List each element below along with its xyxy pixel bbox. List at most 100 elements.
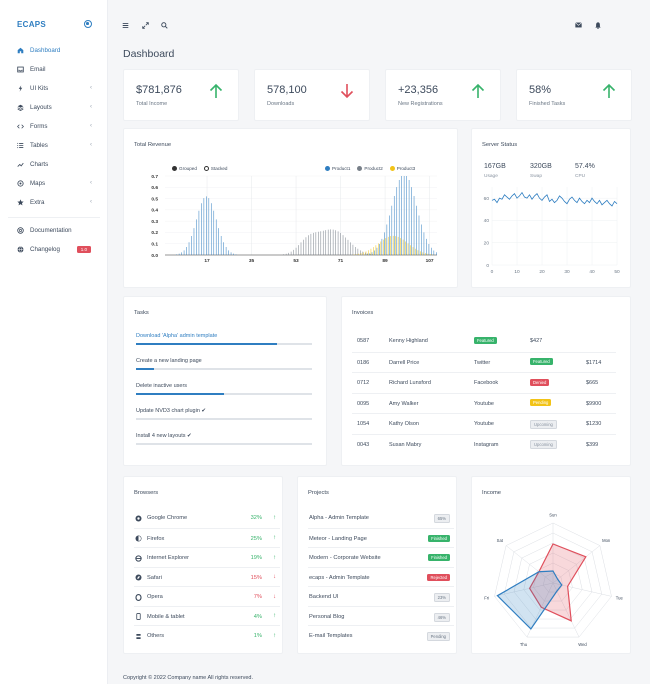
radar-grid-ring bbox=[503, 532, 603, 629]
table-row[interactable]: 0043 Susan Mabry Instagram Upcoming $399 bbox=[352, 433, 616, 454]
inbox-icon bbox=[17, 66, 24, 73]
sidebar-item-dashboard[interactable]: Dashboard bbox=[0, 41, 108, 60]
legend-label: Product3 bbox=[396, 166, 416, 171]
bolt-icon bbox=[17, 85, 24, 92]
invoice-amount: $665 bbox=[586, 380, 599, 386]
server-status-card: Server Status 167GB Usage 320GB Swap 57.4% CP… bbox=[471, 128, 631, 288]
sidebar-item-forms[interactable]: Forms ‹ bbox=[0, 117, 108, 136]
table-row[interactable]: 0587 Kenny Highland Featured $427 bbox=[352, 331, 616, 351]
sidebar-item-tables[interactable]: Tables ‹ bbox=[0, 136, 108, 155]
table-row[interactable]: 0712 Richard Lunsford Facebook Denied $665 bbox=[352, 372, 616, 392]
table-row[interactable]: 0095 Amy Walker Youtube Pending $9900 bbox=[352, 392, 616, 413]
task-item[interactable]: Create a new landing page bbox=[136, 358, 312, 370]
y-tick-label: 0.2 bbox=[151, 230, 158, 236]
stat-label: Finished Tasks bbox=[529, 101, 566, 107]
list-item[interactable]: Mobile & tablet 4% ↑ bbox=[134, 605, 280, 626]
stacked-toggle[interactable]: Stacked bbox=[203, 166, 228, 171]
task-label-row: Download 'Alpha' admin template bbox=[136, 333, 312, 341]
invoice-customer: Kenny Highland bbox=[389, 338, 428, 344]
total-revenue-card: Total Revenue Grouped Stacked Product1 Pr… bbox=[123, 128, 458, 288]
task-item[interactable]: Download 'Alpha' admin template bbox=[136, 333, 312, 345]
status-badge: Featured bbox=[474, 336, 497, 344]
expand-icon[interactable] bbox=[141, 21, 149, 29]
browser-name: Opera bbox=[147, 594, 163, 600]
task-progress-bar bbox=[136, 368, 312, 370]
list-icon bbox=[17, 142, 24, 149]
sidebar-toggle-icon[interactable] bbox=[84, 20, 92, 28]
radar-axis-label: Wed bbox=[578, 642, 587, 647]
sidebar-item-label: Changelog bbox=[30, 246, 60, 253]
radar-series-red bbox=[528, 543, 587, 622]
card-title: Invoices bbox=[352, 310, 374, 316]
sidebar-item-maps[interactable]: Maps ‹ bbox=[0, 174, 108, 193]
task-label: Download 'Alpha' admin template bbox=[136, 333, 218, 339]
legend-item[interactable]: Product3 bbox=[389, 166, 416, 171]
browser-name: Others bbox=[147, 633, 165, 639]
invoice-amount: $9900 bbox=[586, 400, 602, 407]
list-item[interactable]: Google Chrome 32% ↑ bbox=[134, 508, 280, 528]
browsers-card: Browsers Google Chrome 32% ↑ Firefox 25% ↑ Int… bbox=[123, 476, 283, 654]
radar-axis bbox=[505, 545, 554, 584]
task-label-row: Install 4 new layouts ✔ bbox=[136, 433, 312, 441]
stat-value: 578,100 bbox=[267, 84, 307, 96]
list-item[interactable]: Firefox 25% ↑ bbox=[134, 527, 280, 548]
list-item[interactable]: Alpha - Admin Template 65% bbox=[308, 508, 454, 528]
radar-axis bbox=[552, 582, 580, 638]
income-card: Income Sun Mon Tue Wed Thu Fri Sat bbox=[471, 476, 631, 654]
legend-dot bbox=[325, 166, 330, 171]
browser-percent: 7% bbox=[253, 594, 262, 600]
list-item[interactable]: Modern - Corporate Website Finished bbox=[308, 547, 454, 567]
task-item[interactable]: Delete inactive users bbox=[136, 383, 312, 395]
sidebar-item-extra[interactable]: Extra ‹ bbox=[0, 193, 108, 212]
server-stat-label: Usage bbox=[484, 174, 498, 179]
sidebar-item-layouts[interactable]: Layouts ‹ bbox=[0, 98, 108, 117]
income-radar-chart: Sun Mon Tue Wed Thu Fri Sat bbox=[484, 513, 623, 647]
home-icon bbox=[17, 47, 24, 54]
stat-value: 58% bbox=[529, 84, 552, 96]
list-item[interactable]: Opera 7% ↓ bbox=[134, 586, 280, 606]
list-item[interactable]: E-mail Templates Pending bbox=[308, 625, 454, 645]
sidebar-item-ui-kits[interactable]: UI Kits ‹ bbox=[0, 79, 108, 98]
sidebar-item-changelog[interactable]: Changelog 1.0 bbox=[0, 240, 108, 259]
table-row[interactable]: 0186 Darrell Price Twitter Featured $1714 bbox=[352, 351, 616, 372]
table-row[interactable]: 1054 Kathy Olson Youtube Upcoming $1230 bbox=[352, 413, 616, 433]
project-name: Modern - Corporate Website bbox=[309, 555, 381, 561]
invoice-id: 0186 bbox=[357, 359, 370, 366]
sidebar-item-label: UI Kits bbox=[30, 85, 49, 92]
status-badge: Upcoming bbox=[530, 419, 557, 429]
legend-item[interactable]: Product1 bbox=[325, 166, 350, 171]
chrome-icon bbox=[135, 514, 142, 522]
ie-icon bbox=[135, 554, 142, 562]
grouped-toggle[interactable]: Grouped bbox=[172, 166, 197, 171]
task-label: Update NVD3 chart plugin bbox=[136, 408, 200, 414]
radar-axis bbox=[494, 582, 554, 597]
globe-icon bbox=[17, 246, 24, 253]
sidebar-item-documentation[interactable]: Documentation bbox=[0, 221, 108, 240]
task-label: Delete inactive users bbox=[136, 383, 188, 389]
list-item[interactable]: Personal Blog 46% bbox=[308, 605, 454, 626]
stat-value: +23,356 bbox=[398, 84, 439, 96]
envelope-icon[interactable] bbox=[574, 21, 582, 29]
chart-line-icon bbox=[17, 161, 24, 168]
search-icon[interactable] bbox=[160, 21, 168, 29]
list-item[interactable]: Backend UI 23% bbox=[308, 586, 454, 606]
bell-icon[interactable] bbox=[594, 21, 602, 29]
sidebar-item-label: Email bbox=[30, 66, 46, 73]
list-item[interactable]: Meteor - Landing Page Finished bbox=[308, 527, 454, 548]
list-item[interactable]: Internet Explorer 19% ↑ bbox=[134, 547, 280, 567]
sidebar-item-email[interactable]: Email bbox=[0, 60, 108, 79]
task-item[interactable]: Install 4 new layouts ✔ bbox=[136, 433, 312, 445]
arrow-up-icon: ↑ bbox=[273, 554, 276, 561]
list-item[interactable]: Safari 15% ↓ bbox=[134, 566, 280, 587]
legend-item[interactable]: Product2 bbox=[357, 166, 383, 171]
sidebar-item-label: Layouts bbox=[30, 104, 52, 111]
tasks-card: Tasks Download 'Alpha' admin template Cre… bbox=[123, 296, 327, 466]
stat-label: Total Income bbox=[136, 101, 168, 107]
invoice-source: Facebook bbox=[474, 380, 499, 386]
brand-logo[interactable]: ECAPS bbox=[17, 20, 47, 29]
sidebar-item-charts[interactable]: Charts bbox=[0, 155, 108, 174]
list-item[interactable]: ecaps - Admin Template Rejected bbox=[308, 566, 454, 587]
menu-icon[interactable] bbox=[121, 21, 129, 29]
task-item[interactable]: Update NVD3 chart plugin ✔ bbox=[136, 408, 312, 420]
list-item[interactable]: Others 1% ↑ bbox=[134, 625, 280, 645]
